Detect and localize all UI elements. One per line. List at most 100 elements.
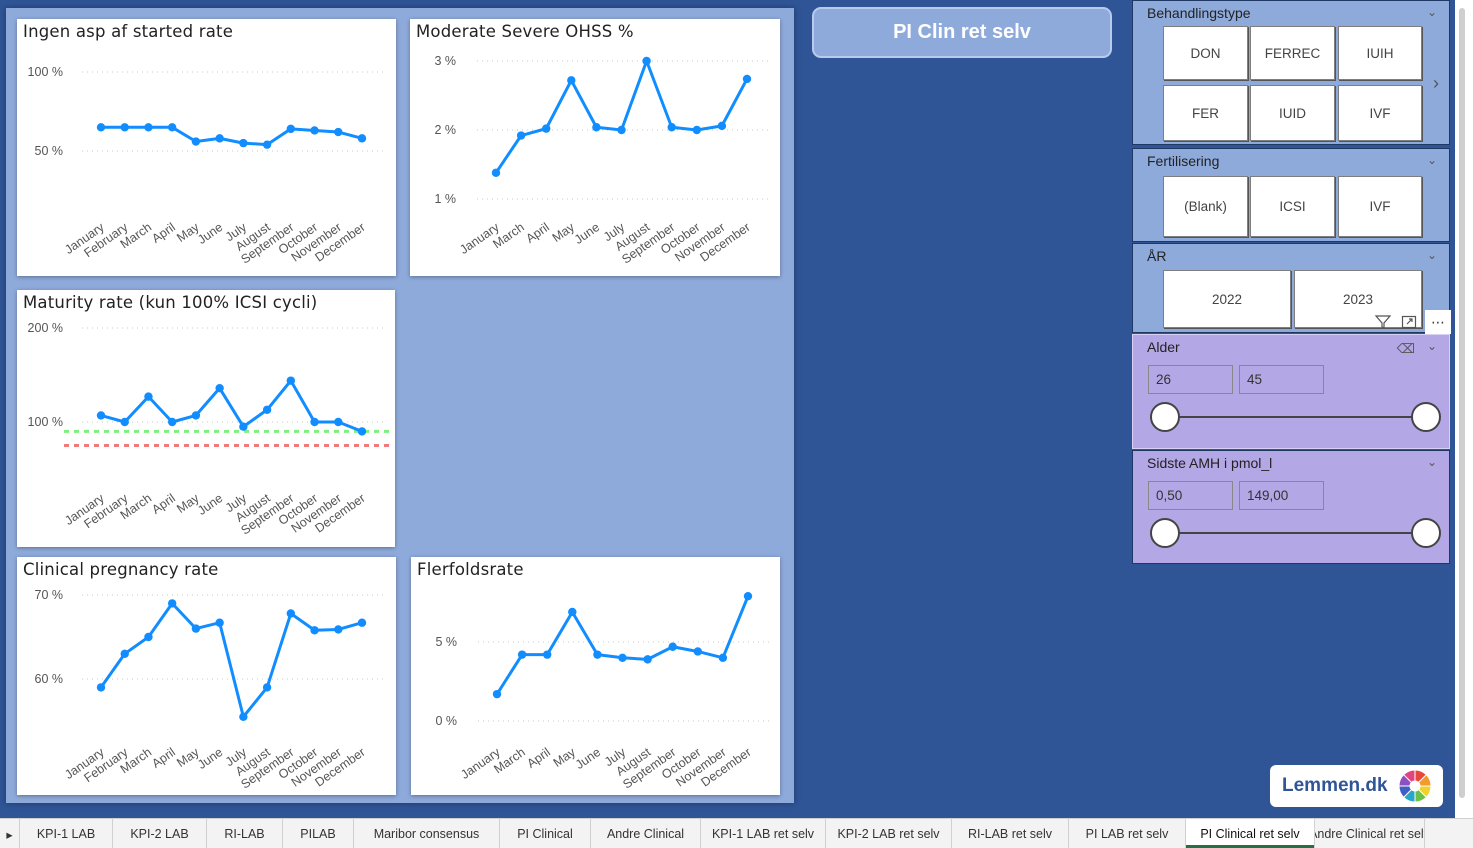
y-tick-label: 60 %	[35, 672, 64, 686]
slicer-option-2022[interactable]: 2022	[1163, 270, 1291, 328]
sheet-tab[interactable]: KPI-2 LAB ret selv	[826, 819, 952, 848]
focus-mode-icon[interactable]	[1401, 315, 1417, 329]
slicer-title: Fertilisering	[1147, 153, 1220, 169]
slicer-aar: ÅR ⌄ 2022 2023 ⋯	[1132, 243, 1451, 334]
x-tick-label: June	[195, 220, 225, 247]
data-point	[144, 632, 153, 642]
data-point	[742, 74, 752, 84]
data-point	[667, 123, 676, 132]
line-chart-svg: 100 %50 %JanuaryFebruaryMarchAprilMayJun…	[28, 65, 383, 267]
sheet-tab[interactable]: Andre Clinical ret selv	[1315, 819, 1425, 848]
slicer-behandlingstype: Behandlingstype ⌄ DON FERREC IUIH FER IU…	[1132, 0, 1450, 145]
range-min-input[interactable]: 0,50	[1148, 481, 1233, 510]
data-point	[215, 383, 224, 393]
data-point	[286, 124, 296, 134]
scrollbar-thumb[interactable]	[1459, 8, 1465, 798]
data-point	[516, 131, 526, 140]
chevron-down-icon[interactable]: ⌄	[1426, 248, 1437, 262]
data-point	[743, 591, 753, 601]
chart-flerfold[interactable]: Flerfoldsrate 5 % 0 % January March April May…	[411, 557, 780, 795]
data-point	[310, 126, 319, 135]
slicer-option-fer[interactable]: FER	[1163, 85, 1248, 141]
data-point	[262, 405, 272, 414]
chart-maturity[interactable]: Maturity rate (kun 100% ICSI cycli) 200 …	[17, 290, 395, 547]
range-max-input[interactable]: 45	[1239, 365, 1324, 394]
range-track	[1165, 416, 1427, 418]
chart-ingen-asp[interactable]: Ingen asp af started rate 100 % 50 % Janua…	[17, 19, 396, 276]
slicer-title: Sidste AMH i pmol_l	[1147, 455, 1273, 471]
data-point	[96, 411, 106, 420]
sheet-tab[interactable]: Maribor consensus	[354, 819, 500, 848]
slicer-amh: Sidste AMH i pmol_l ⌄ 0,50 149,00	[1132, 450, 1450, 564]
range-min-handle[interactable]	[1150, 518, 1180, 548]
chevron-down-icon[interactable]: ⌄	[1426, 455, 1437, 469]
chevron-right-icon[interactable]: ›	[1433, 73, 1439, 93]
data-point	[310, 417, 319, 427]
data-point	[191, 411, 201, 420]
slicer-alder: Alder ⌫ ⌄ 26 45	[1132, 334, 1450, 449]
data-point	[167, 599, 177, 608]
data-point	[167, 417, 177, 427]
x-tick-label: May	[551, 745, 579, 770]
sheet-tab[interactable]: Andre Clinical	[591, 819, 701, 848]
line-chart-svg: 3 %2 %1 %JanuaryMarchAprilMayJuneJulyAug…	[434, 54, 768, 267]
series-line	[100, 379, 363, 433]
range-max-input[interactable]: 149,00	[1239, 481, 1324, 510]
slicer-option-iuid[interactable]: IUID	[1250, 85, 1335, 141]
sheet-tab[interactable]: PILAB	[283, 819, 354, 848]
chevron-down-icon[interactable]: ⌄	[1426, 339, 1437, 353]
x-tick-label: May	[550, 220, 578, 245]
data-point	[517, 650, 527, 659]
data-point	[310, 626, 319, 635]
range-max-handle[interactable]	[1411, 518, 1441, 548]
line-chart-svg: 5 %0 %JanuaryMarchAprilMayJuneJulyAugust…	[435, 591, 769, 792]
slicer-option-ivf[interactable]: IVF	[1338, 85, 1422, 141]
data-point	[357, 618, 367, 627]
range-min-handle[interactable]	[1150, 402, 1180, 432]
data-point	[567, 76, 576, 85]
chevron-down-icon[interactable]: ⌄	[1426, 153, 1437, 167]
data-point	[693, 647, 702, 656]
slicer-option-ivf[interactable]: IVF	[1338, 176, 1422, 237]
data-point	[542, 124, 551, 133]
y-tick-label: 100 %	[28, 415, 63, 429]
chart-title: Moderate Severe OHSS %	[416, 22, 634, 41]
data-point	[357, 427, 367, 436]
sheet-tab[interactable]: PI Clinical ret selv	[1186, 819, 1315, 848]
slicer-title: ÅR	[1147, 248, 1167, 264]
y-tick-label: 50 %	[35, 144, 64, 158]
sheet-tab[interactable]: KPI-1 LAB	[20, 819, 113, 848]
tab-scroll-arrow-icon[interactable]: ▸	[0, 819, 20, 848]
chart-ohss[interactable]: Moderate Severe OHSS % 3 % 2 % 1 % January M…	[410, 19, 780, 276]
slicer-fertilisering: Fertilisering ⌄ (Blank) ICSI IVF	[1132, 148, 1450, 242]
data-point	[543, 650, 552, 659]
sheet-tab[interactable]: KPI-1 LAB ret selv	[701, 819, 826, 848]
slicer-option-iuih[interactable]: IUIH	[1338, 26, 1422, 80]
slicer-option-don[interactable]: DON	[1163, 26, 1248, 80]
chart-title: Ingen asp af started rate	[23, 22, 234, 41]
range-max-handle[interactable]	[1411, 402, 1441, 432]
sheet-tab[interactable]: KPI-2 LAB	[113, 819, 207, 848]
sheet-tab[interactable]: PI Clinical	[500, 819, 591, 848]
data-point	[167, 123, 177, 132]
data-point	[593, 650, 602, 659]
slicer-option-icsi[interactable]: ICSI	[1250, 176, 1335, 237]
sheet-tab[interactable]: RI-LAB	[207, 819, 283, 848]
slicer-title: Behandlingstype	[1147, 5, 1251, 21]
range-min-input[interactable]: 26	[1148, 365, 1233, 394]
more-options-icon[interactable]: ⋯	[1425, 310, 1451, 334]
chevron-down-icon[interactable]: ⌄	[1426, 5, 1437, 19]
sheet-tab[interactable]: RI-LAB ret selv	[952, 819, 1069, 848]
data-point	[718, 653, 728, 662]
eraser-icon[interactable]: ⌫	[1396, 341, 1415, 356]
chart-title: Maturity rate (kun 100% ICSI cycli)	[23, 293, 318, 312]
page-header-button[interactable]: PI Clin ret selv	[812, 7, 1112, 58]
vertical-scrollbar[interactable]	[1455, 0, 1473, 818]
filter-icon[interactable]	[1374, 314, 1392, 330]
lemmen-logo[interactable]: Lemmen.dk	[1270, 765, 1443, 807]
slicer-option-ferrec[interactable]: FERREC	[1250, 26, 1335, 80]
slicer-option-2023[interactable]: 2023	[1294, 270, 1422, 328]
slicer-option-blank[interactable]: (Blank)	[1163, 176, 1248, 237]
sheet-tab[interactable]: PI LAB ret selv	[1069, 819, 1186, 848]
chart-clinical[interactable]: Clinical pregnancy rate 70 % 60 % January F…	[17, 557, 396, 795]
